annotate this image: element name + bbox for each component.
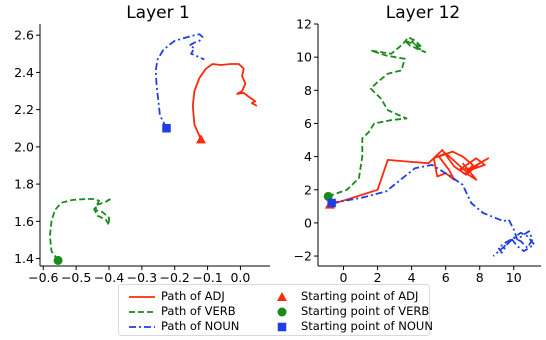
y-tick-label: 1.6 <box>14 214 34 229</box>
y-tick-label: 1.8 <box>14 177 34 192</box>
legend-swatch <box>129 296 155 298</box>
y-tick-label: 12 <box>296 17 312 32</box>
legend: Path of ADJ Starting point of ADJ Path o… <box>118 284 433 336</box>
x-tick-label: 8 <box>476 270 484 282</box>
legend-label: Starting point of VERB <box>301 304 430 318</box>
start-point-adj <box>196 134 206 144</box>
y-tick-label: 1.4 <box>14 251 34 266</box>
legend-label: Path of NOUN <box>161 319 240 333</box>
start-point-verb <box>323 191 333 201</box>
chart-title: Layer 12 <box>386 3 460 23</box>
y-tick-label: 2.6 <box>14 28 34 43</box>
y-tick-label: 2.2 <box>14 102 34 117</box>
legend-label: Starting point of ADJ <box>301 289 419 303</box>
series-path-verb <box>49 198 112 261</box>
series-path-adj <box>191 63 258 140</box>
series-path-noun <box>331 163 536 257</box>
square-marker-icon <box>277 322 287 332</box>
y-tick-label: 0 <box>304 215 312 230</box>
x-tick-label: −0.1 <box>192 270 222 282</box>
x-tick-label: 2 <box>374 270 382 282</box>
panel-layer-1: Layer 1 −0.6 −0.5 −0.4 −0.3 −0.2 −0.1 0.0 1.4 1.… <box>14 3 270 282</box>
x-tick-label: −0.6 <box>28 270 58 282</box>
triangle-marker-icon <box>277 292 287 301</box>
legend-label: Path of VERB <box>161 304 236 318</box>
x-tick-label: 0.0 <box>230 270 250 282</box>
circle-marker-icon <box>277 307 287 317</box>
y-tick-label: 2.4 <box>14 65 34 80</box>
legend-swatch <box>129 326 155 328</box>
legend-label: Starting point of NOUN <box>301 319 433 333</box>
y-tick-label: 2.0 <box>14 139 34 154</box>
y-tick-label: 8 <box>304 83 312 98</box>
series-path-noun <box>154 33 205 129</box>
x-tick-label: 0 <box>340 270 348 282</box>
x-tick-label: −0.4 <box>94 270 124 282</box>
y-tick-label: 4 <box>304 149 312 164</box>
x-tick-label: 6 <box>442 270 450 282</box>
x-tick-label: 4 <box>408 270 416 282</box>
legend-marker-mark <box>277 292 287 301</box>
series-path-adj <box>329 149 490 206</box>
legend-marker-mark <box>277 307 287 317</box>
start-point-noun <box>162 123 171 133</box>
x-tick-label: 10 <box>506 270 522 282</box>
figure: Layer 1 −0.6 −0.5 −0.4 −0.3 −0.2 −0.1 0.0 1.4 1.… <box>14 3 541 282</box>
legend-marker-mark <box>277 322 287 332</box>
y-tick-label: 10 <box>296 50 312 65</box>
start-point-noun <box>327 198 336 208</box>
panel-layer-12: Layer 12 0 2 4 6 8 10 −2 0 2 4 6 8 10 12 <box>294 3 541 282</box>
start-point-verb <box>53 255 63 265</box>
legend-swatch <box>129 311 155 313</box>
x-tick-label: −0.5 <box>61 270 91 282</box>
chart-title: Layer 1 <box>126 3 190 23</box>
x-tick-label: −0.2 <box>160 270 190 282</box>
y-tick-label: 2 <box>304 182 312 197</box>
y-tick-label: −2 <box>294 249 312 264</box>
legend-label: Path of ADJ <box>161 289 225 303</box>
x-tick-label: −0.3 <box>127 270 157 282</box>
y-tick-label: 6 <box>304 116 312 131</box>
series-path-verb <box>327 36 427 198</box>
